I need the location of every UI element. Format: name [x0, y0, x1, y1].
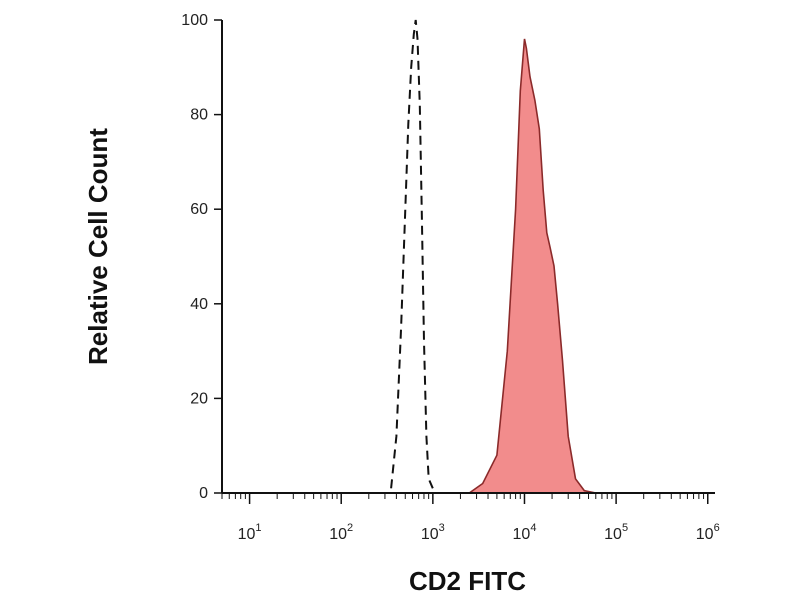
- x-tick-label: 106: [696, 522, 720, 543]
- y-tick-label: 0: [199, 485, 208, 502]
- x-tick-label: 103: [421, 522, 445, 543]
- y-tick-label: 60: [190, 201, 208, 218]
- series-filled-histogram: [466, 38, 596, 494]
- x-tick-label: 101: [238, 522, 262, 543]
- series-dashed-histogram: [390, 19, 434, 489]
- plot-area: 0 20 40 60 80 100 101 102 103 104 105 106 CD2 FITC Re…: [83, 12, 720, 596]
- y-tick-label: 20: [190, 390, 208, 407]
- y-tick-label: 80: [190, 107, 208, 124]
- y-tick-label: 40: [190, 296, 208, 313]
- x-axis-title: CD2 FITC: [409, 566, 526, 596]
- y-tick-label: 100: [181, 12, 208, 29]
- x-tick-label: 105: [604, 522, 628, 543]
- y-axis-title: Relative Cell Count: [83, 128, 113, 365]
- x-tick-label: 104: [513, 522, 537, 543]
- x-tick-label: 102: [329, 522, 353, 543]
